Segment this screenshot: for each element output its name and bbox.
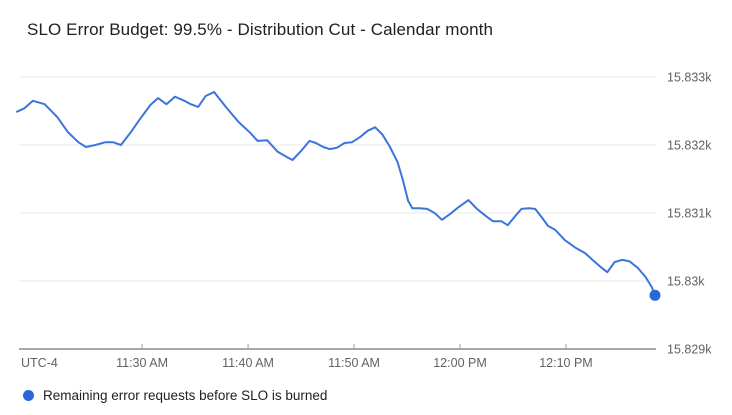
legend-series-dot-icon — [23, 390, 34, 401]
chart-title: SLO Error Budget: 99.5% - Distribution C… — [27, 20, 494, 39]
legend-item[interactable]: Remaining error requests before SLO is b… — [23, 388, 327, 403]
legend-series-label: Remaining error requests before SLO is b… — [43, 388, 328, 403]
x-tick-label: 12:00 PM — [433, 356, 487, 370]
y-tick-label: 15.833k — [667, 71, 712, 85]
series-line[interactable] — [16, 91, 656, 297]
y-tick-label: 15.832k — [667, 139, 712, 153]
series-end-dot[interactable] — [649, 289, 661, 301]
x-tick-label: 11:50 AM — [328, 356, 380, 370]
y-tick-label: 15.829k — [667, 343, 712, 357]
x-tick-label: 12:10 PM — [539, 356, 593, 370]
y-tick-label: 15.83k — [667, 275, 705, 289]
x-tick-label: 11:30 AM — [116, 356, 168, 370]
line-chart-plot-area[interactable]: 15.833k 15.832k 15.831k 15.83k 15.829k 11:30 … — [0, 0, 732, 378]
y-tick-label: 15.831k — [667, 207, 712, 221]
x-tick-label: 11:40 AM — [222, 356, 274, 370]
timezone-label: UTC-4 — [21, 356, 58, 370]
